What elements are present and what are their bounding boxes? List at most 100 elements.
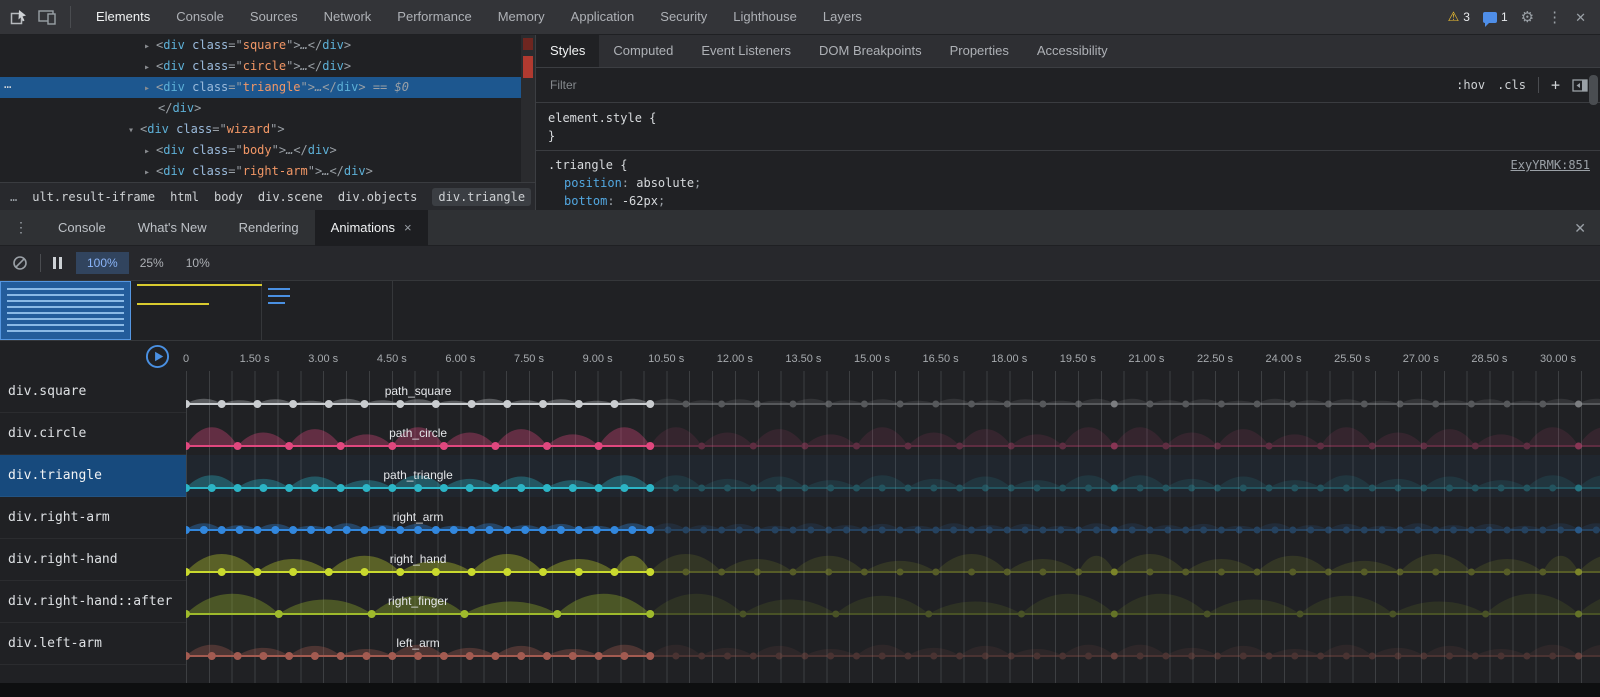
tab-security[interactable]: Security — [660, 9, 708, 24]
messages-badge[interactable]: 1 — [1482, 10, 1508, 27]
animation-track[interactable] — [182, 497, 1600, 539]
pause-all-icon[interactable] — [53, 257, 62, 269]
playback-rate-10[interactable]: 10% — [185, 256, 210, 270]
dom-token: =" — [228, 80, 243, 94]
animation-row-div-right-hand[interactable]: div.right-hand right_hand — [0, 539, 1600, 581]
playback-rate-25[interactable]: 25% — [139, 256, 164, 270]
dom-node[interactable]: ▸ <div class="right-arm">…</div> — [0, 161, 535, 182]
dom-node[interactable]: </div> — [0, 98, 535, 119]
close-tab-icon[interactable]: × — [403, 219, 412, 235]
row-selector-label[interactable]: div.right-arm — [0, 497, 186, 539]
styles-tab-event-listeners[interactable]: Event Listeners — [701, 43, 791, 58]
drawer-tab-console[interactable]: Console — [58, 219, 106, 235]
breadcrumb-item-body[interactable]: body — [213, 189, 243, 204]
animation-group-preview-2[interactable] — [131, 281, 262, 340]
styles-filter-input[interactable] — [548, 77, 768, 93]
styles-tab-computed[interactable]: Computed — [613, 43, 674, 58]
expand-arrow-icon[interactable]: ▸ — [144, 167, 151, 178]
row-selector-label[interactable]: div.triangle — [0, 455, 186, 497]
dom-node[interactable]: ⋯ ▸ <div class="triangle">…</div> == $0 — [0, 77, 535, 98]
animation-row-div-left-arm[interactable]: div.left-arm left_arm — [0, 623, 1600, 665]
animation-group-preview-3[interactable] — [262, 281, 393, 340]
animation-track[interactable] — [182, 413, 1600, 455]
animation-track[interactable] — [182, 623, 1600, 665]
animation-track[interactable] — [182, 455, 1600, 497]
horizontal-scrollbar[interactable] — [0, 683, 1600, 697]
ruler-tick-label: 21.00 s — [1128, 353, 1165, 365]
playback-rate-100[interactable]: 100% — [76, 252, 129, 274]
stylesheet-source-link[interactable]: ExyYRMK:851 — [1510, 158, 1590, 172]
styles-tab-properties[interactable]: Properties — [949, 43, 1009, 58]
elements-panel: ▸ <div class="square">…</div> ▸ <div class=… — [0, 35, 1600, 210]
breadcrumb-item-div-objects[interactable]: div.objects — [337, 189, 418, 204]
animation-row-div-right-hand-after[interactable]: div.right-hand::after right_finger — [0, 581, 1600, 623]
animation-row-div-square[interactable]: div.square path_square — [0, 371, 1600, 413]
toggle-element-classes-button[interactable]: .cls — [1497, 78, 1526, 92]
dom-node[interactable]: ▸ <div class="square">…</div> — [0, 35, 535, 56]
breadcrumb-item-div-scene[interactable]: div.scene — [257, 189, 323, 204]
rule-selector[interactable]: element.style { — [548, 111, 657, 125]
css-property[interactable]: bottom: -62px; — [564, 194, 666, 208]
dom-token: body — [242, 143, 272, 157]
expand-arrow-icon[interactable]: ▸ — [144, 146, 151, 157]
replay-timeline-button[interactable] — [145, 344, 170, 369]
styles-tab-styles[interactable]: Styles — [536, 35, 600, 67]
dom-scrollbar[interactable] — [521, 35, 535, 182]
more-options-icon[interactable]: ⋮ — [1547, 8, 1563, 26]
breadcrumb-item-div-triangle[interactable]: div.triangle — [432, 187, 532, 206]
device-toolbar-icon[interactable] — [37, 9, 57, 25]
toggle-pseudo-classes-button[interactable]: :hov — [1456, 78, 1486, 92]
expand-arrow-icon[interactable]: ▸ — [144, 41, 151, 52]
breadcrumb-overflow-icon[interactable]: … — [10, 189, 18, 204]
styles-scrollbar[interactable] — [1589, 75, 1598, 105]
warnings-badge[interactable]: ⚠ 3 — [1448, 9, 1470, 25]
tab-memory[interactable]: Memory — [497, 9, 545, 24]
node-options-icon[interactable]: ⋯ — [4, 80, 13, 94]
expand-arrow-icon[interactable]: ▸ — [144, 83, 151, 94]
styles-tab-accessibility[interactable]: Accessibility — [1036, 43, 1108, 58]
close-devtools-icon[interactable]: ✕ — [1575, 9, 1586, 25]
drawer-tab-animations[interactable]: Animations × — [314, 209, 428, 246]
row-selector-label[interactable]: div.left-arm — [0, 623, 186, 665]
tab-lighthouse[interactable]: Lighthouse — [733, 9, 797, 24]
animation-row-div-right-arm[interactable]: div.right-arm right_arm — [0, 497, 1600, 539]
tab-network[interactable]: Network — [323, 9, 372, 24]
animation-group-preview-1[interactable] — [0, 281, 131, 340]
breadcrumb-item-html[interactable]: html — [170, 189, 199, 204]
drawer-tab-what-s-new[interactable]: What's New — [137, 219, 207, 235]
row-selector-label[interactable]: div.circle — [0, 413, 186, 455]
tab-console[interactable]: Console — [176, 9, 224, 24]
tab-elements[interactable]: Elements — [96, 9, 151, 24]
css-property[interactable]: position: absolute; — [564, 176, 702, 190]
tab-application[interactable]: Application — [570, 9, 635, 24]
tab-sources[interactable]: Sources — [249, 9, 298, 24]
rule-selector[interactable]: .triangle { — [548, 158, 628, 172]
inspect-element-icon[interactable] — [10, 8, 28, 26]
collapse-panel-icon[interactable] — [1572, 78, 1588, 92]
dom-token: … — [322, 164, 330, 178]
expand-arrow-icon[interactable]: ▾ — [128, 125, 135, 136]
tab-layers[interactable]: Layers — [822, 9, 862, 24]
expand-arrow-icon[interactable]: ▸ — [144, 62, 151, 73]
animation-name-label: right_arm — [392, 510, 444, 524]
animation-track[interactable] — [182, 539, 1600, 581]
animation-track[interactable] — [182, 371, 1600, 413]
dom-node[interactable]: ▸ <div class="body">…</div> — [0, 140, 535, 161]
dom-node[interactable]: ▸ <div class="circle">…</div> — [0, 56, 535, 77]
row-selector-label[interactable]: div.right-hand::after — [0, 581, 186, 623]
clear-all-icon[interactable] — [12, 255, 28, 271]
drawer-menu-icon[interactable]: ⋮ — [14, 219, 28, 235]
row-selector-label[interactable]: div.right-hand — [0, 539, 186, 581]
styles-tab-dom-breakpoints[interactable]: DOM Breakpoints — [819, 43, 922, 58]
animation-track[interactable] — [182, 581, 1600, 623]
settings-gear-icon[interactable]: ⚙ — [1520, 8, 1535, 26]
row-selector-label[interactable]: div.square — [0, 371, 186, 413]
close-drawer-icon[interactable]: ✕ — [1574, 220, 1586, 236]
drawer-tab-rendering[interactable]: Rendering — [238, 219, 299, 235]
breadcrumb-item-ult-result-iframe[interactable]: ult.result-iframe — [32, 189, 156, 204]
animation-row-div-triangle[interactable]: div.triangle path_triangle — [0, 455, 1600, 497]
dom-node[interactable]: ▾ <div class="wizard"> — [0, 119, 535, 140]
tab-performance[interactable]: Performance — [397, 9, 472, 24]
animation-row-div-circle[interactable]: div.circle path_circle — [0, 413, 1600, 455]
new-style-rule-button[interactable]: + — [1550, 76, 1560, 94]
